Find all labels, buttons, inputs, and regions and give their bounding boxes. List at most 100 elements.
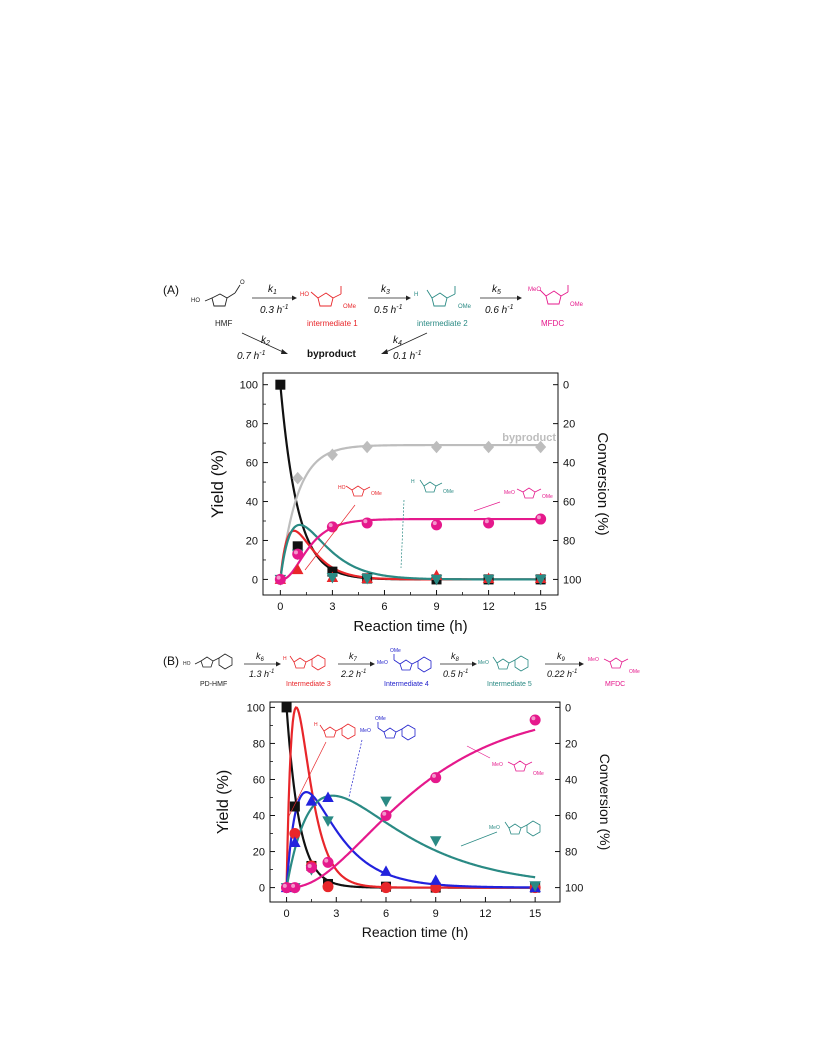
- point-pd_hmf: [281, 702, 292, 713]
- point-byproduct: [535, 440, 547, 454]
- k8-rate: 0.5 h-1: [443, 669, 468, 679]
- point-mfdc: [305, 862, 317, 874]
- k9-label: k9: [557, 651, 566, 663]
- byproduct-annotation: byproduct: [502, 432, 556, 444]
- k3-rate: 0.5 h-1: [374, 304, 403, 316]
- intermediate3-structure: [289, 654, 326, 671]
- y2-axis-label: Conversion (%): [597, 754, 613, 850]
- point-intermediate4: [322, 791, 334, 802]
- x-axis-label: Reaction time (h): [362, 924, 469, 940]
- point-mfdc-highlight: [324, 858, 329, 863]
- y-tick-label: 100: [247, 702, 265, 714]
- point-mfdc: [361, 517, 373, 529]
- point-mfdc-highlight: [382, 811, 387, 816]
- hmf-o-label: O: [240, 280, 245, 286]
- point-mfdc: [292, 548, 304, 560]
- y2-tick-label: 40: [563, 457, 575, 469]
- inset-b-int3-pointer: [287, 741, 327, 819]
- mfdc-a-ome-label: OMe: [570, 302, 584, 308]
- panel-a-label: (A): [163, 283, 179, 297]
- species-mfdc-b-label: MFDC: [605, 681, 625, 688]
- y-tick-label: 80: [253, 738, 265, 750]
- k1-label: k1: [268, 284, 277, 296]
- point-intermediate5: [322, 816, 334, 827]
- species-intermediate3-label: Intermediate 3: [286, 681, 331, 688]
- point-intermediate1: [291, 563, 304, 575]
- y-tick-label: 60: [246, 457, 258, 469]
- pd-hmf-structure: [194, 653, 233, 670]
- byproduct-scheme-label: byproduct: [307, 349, 357, 360]
- point-mfdc: [289, 882, 301, 894]
- point-byproduct: [431, 440, 443, 454]
- y-axis-label: Yield (%): [215, 770, 232, 834]
- k4-label: k4: [393, 335, 402, 347]
- inset-a-intermediate2-structure: [419, 479, 443, 493]
- k6-rate: 1.3 h-1: [249, 669, 274, 679]
- k2-rate: 0.7 h-1: [237, 350, 266, 362]
- inset-b-int3-h: H: [314, 722, 318, 728]
- point-intermediate5: [529, 881, 541, 892]
- y2-tick-label: 0: [565, 702, 571, 714]
- intermediate1-structure: [310, 286, 342, 307]
- point-hmf: [292, 541, 303, 552]
- mfdc-a-meo-label: MeO: [528, 287, 541, 293]
- species-intermediate2-label: intermediate 2: [417, 319, 468, 328]
- int4-ome: OMe: [390, 648, 401, 654]
- point-intermediate4: [305, 795, 318, 806]
- x-tick-label: 12: [479, 908, 491, 920]
- int2-h-label: H: [414, 292, 418, 298]
- inset-b-mfdc-structure: [507, 760, 533, 772]
- chart-a: 0 3 6 9 12 15 0 20 40 60 80 100 100 80 60 40 20 0 Reaction…: [208, 372, 611, 635]
- point-hmf: [275, 379, 286, 390]
- point-intermediate2: [326, 572, 339, 584]
- y2-tick-label: 100: [563, 574, 581, 586]
- intermediate5-structure: [492, 655, 529, 672]
- k6-label: k6: [256, 651, 265, 663]
- panel-b-scheme: (B) HO PD-HMF k6 1.3 h-1 H Intermediate …: [163, 648, 640, 688]
- point-mfdc: [431, 519, 443, 531]
- y-tick-label: 20: [246, 535, 258, 547]
- point-mfdc-highlight: [307, 864, 312, 869]
- y2-tick-label: 0: [563, 380, 569, 392]
- int3-h: H: [283, 656, 287, 662]
- point-mfdc-highlight: [293, 550, 298, 555]
- y2-tick-label: 80: [565, 846, 577, 858]
- inset-a-int1-ho: HO: [338, 485, 346, 491]
- point-mfdc: [535, 513, 547, 525]
- inset-a-int1-ome: OMe: [371, 491, 382, 497]
- inset-a-intermediate1-structure: [345, 485, 371, 497]
- inset-b-intermediate4-structure: [377, 722, 416, 741]
- inset-b-intermediate5-structure: [504, 820, 541, 837]
- k2-label: k2: [261, 335, 270, 347]
- y-axis-label: Yield (%): [208, 450, 227, 518]
- point-mfdc-highlight: [484, 519, 489, 524]
- point-intermediate3: [380, 882, 392, 894]
- point-intermediate2: [482, 574, 495, 586]
- point-mfdc: [483, 517, 495, 529]
- inset-b-int5-pointer: [460, 831, 498, 847]
- hmf-ho-label: HO: [191, 298, 200, 304]
- inset-a-mfdc-pointer: [473, 501, 501, 512]
- point-byproduct: [292, 471, 304, 485]
- inset-b-int4-meo: MeO: [360, 728, 371, 734]
- point-mfdc-highlight: [536, 515, 541, 520]
- intermediate4-structure: [393, 654, 432, 673]
- panel-a-scheme: (A) HO O HMF k1 0.3 h-1 HO OMe intermedi…: [163, 280, 584, 362]
- y2-tick-label: 60: [563, 496, 575, 508]
- point-mfdc-highlight: [276, 575, 281, 580]
- pd-hmf-ho: HO: [183, 661, 191, 667]
- k3-label: k3: [381, 284, 390, 296]
- point-intermediate4: [289, 836, 301, 848]
- chart-a-insets: HO OMe H OMe MeO OMe: [304, 479, 553, 571]
- point-mfdc-highlight: [432, 521, 437, 526]
- x-tick-label: 15: [535, 601, 547, 613]
- x-tick-label: 9: [433, 601, 439, 613]
- species-mfdc-a-label: MFDC: [541, 319, 564, 328]
- k5-label: k5: [492, 284, 501, 296]
- inset-b-int4-pointer: [348, 739, 363, 798]
- point-byproduct: [483, 440, 495, 454]
- y2-tick-label: 20: [565, 738, 577, 750]
- species-intermediate5-label: Intermediate 5: [487, 681, 532, 688]
- int1-ho-label: HO: [300, 292, 309, 298]
